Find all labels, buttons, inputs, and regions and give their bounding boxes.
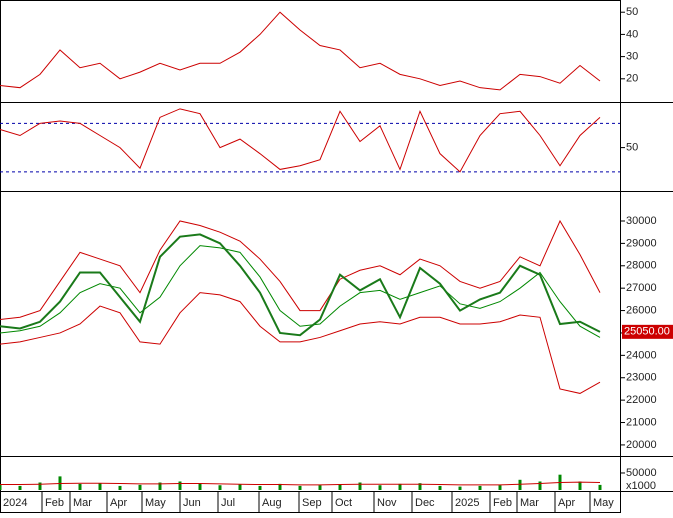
- volume-bar: [438, 485, 442, 490]
- x-tick-label: Sep: [302, 497, 322, 509]
- x-tick-label: Jun: [183, 497, 201, 509]
- volume-bar: [538, 481, 542, 490]
- x-tick-label: 2024: [3, 497, 27, 509]
- volume-bar: [98, 483, 102, 490]
- volume-bar: [378, 485, 382, 490]
- y-tick-label: 22000: [626, 394, 657, 406]
- volume-bar: [78, 483, 82, 490]
- x-tick-label: Nov: [377, 497, 397, 509]
- volume-bar: [318, 485, 322, 490]
- x-tick-label: Aug: [262, 497, 282, 509]
- series-line: [0, 245, 601, 338]
- volume-bar: [298, 485, 302, 490]
- volume-bar: [0, 484, 2, 490]
- volume-bar: [198, 483, 202, 490]
- x-tick-label: Mar: [520, 497, 539, 509]
- volume-bar: [118, 485, 122, 490]
- y-tick-label: 20000: [626, 439, 657, 451]
- y-tick-label: 27000: [626, 282, 657, 294]
- x-tick-label: Jul: [221, 497, 235, 509]
- series-line: [0, 481, 601, 486]
- volume-bar: [38, 482, 42, 490]
- volume-bar: [18, 485, 22, 490]
- y-tick-label: 23000: [626, 372, 657, 384]
- y-tick-label: 50: [626, 142, 638, 154]
- x-tick-label: May: [593, 497, 614, 509]
- volume-bar: [278, 483, 282, 490]
- volume-bar: [338, 484, 342, 490]
- x-tick-label: May: [145, 497, 166, 509]
- volume-bar: [158, 482, 162, 490]
- y-tick-label: 50: [626, 6, 638, 18]
- x-tick-label: Feb: [45, 497, 64, 509]
- y-tick-label: 26000: [626, 304, 657, 316]
- x-tick-label: Apr: [110, 497, 127, 509]
- volume-bar: [578, 481, 582, 490]
- volume-bar: [458, 486, 462, 490]
- y-tick-label: 50000: [626, 467, 657, 479]
- volume-bar: [518, 479, 522, 490]
- x-tick-label: Apr: [558, 497, 575, 509]
- series-line: [0, 11, 601, 91]
- series-line: [0, 233, 601, 337]
- volume-bar: [358, 482, 362, 490]
- last-price-label: 25050.00: [624, 326, 670, 338]
- volume-bar: [218, 485, 222, 490]
- volume-bar: [478, 485, 482, 490]
- volume-bar: [138, 484, 142, 490]
- y-tick-label: 21000: [626, 416, 657, 428]
- volume-bar: [238, 484, 242, 490]
- y-tick-label: 30000: [626, 215, 657, 227]
- x-tick-label: Mar: [73, 497, 92, 509]
- x-tick-label: 2025: [455, 497, 479, 509]
- series-line: [0, 219, 601, 321]
- y-tick-label: 30: [626, 51, 638, 63]
- x-tick-label: Feb: [493, 497, 512, 509]
- series-line: [0, 292, 601, 394]
- y-tick-label: 28000: [626, 260, 657, 272]
- series-line: [0, 108, 601, 173]
- volume-bar: [598, 484, 602, 490]
- volume-bar: [398, 483, 402, 490]
- y-tick-label: 40: [626, 28, 638, 40]
- x-tick-label: Dec: [415, 497, 435, 509]
- unit-label: x1000: [626, 480, 656, 492]
- y-tick-label: 29000: [626, 237, 657, 249]
- volume-bar: [418, 483, 422, 490]
- volume-bar: [498, 485, 502, 490]
- last-price-box: [622, 324, 673, 339]
- y-tick-label: 24000: [626, 349, 657, 361]
- volume-bar: [258, 485, 262, 490]
- y-tick-label: 20: [626, 73, 638, 85]
- volume-bar: [178, 481, 182, 490]
- x-tick-label: Oct: [335, 497, 352, 509]
